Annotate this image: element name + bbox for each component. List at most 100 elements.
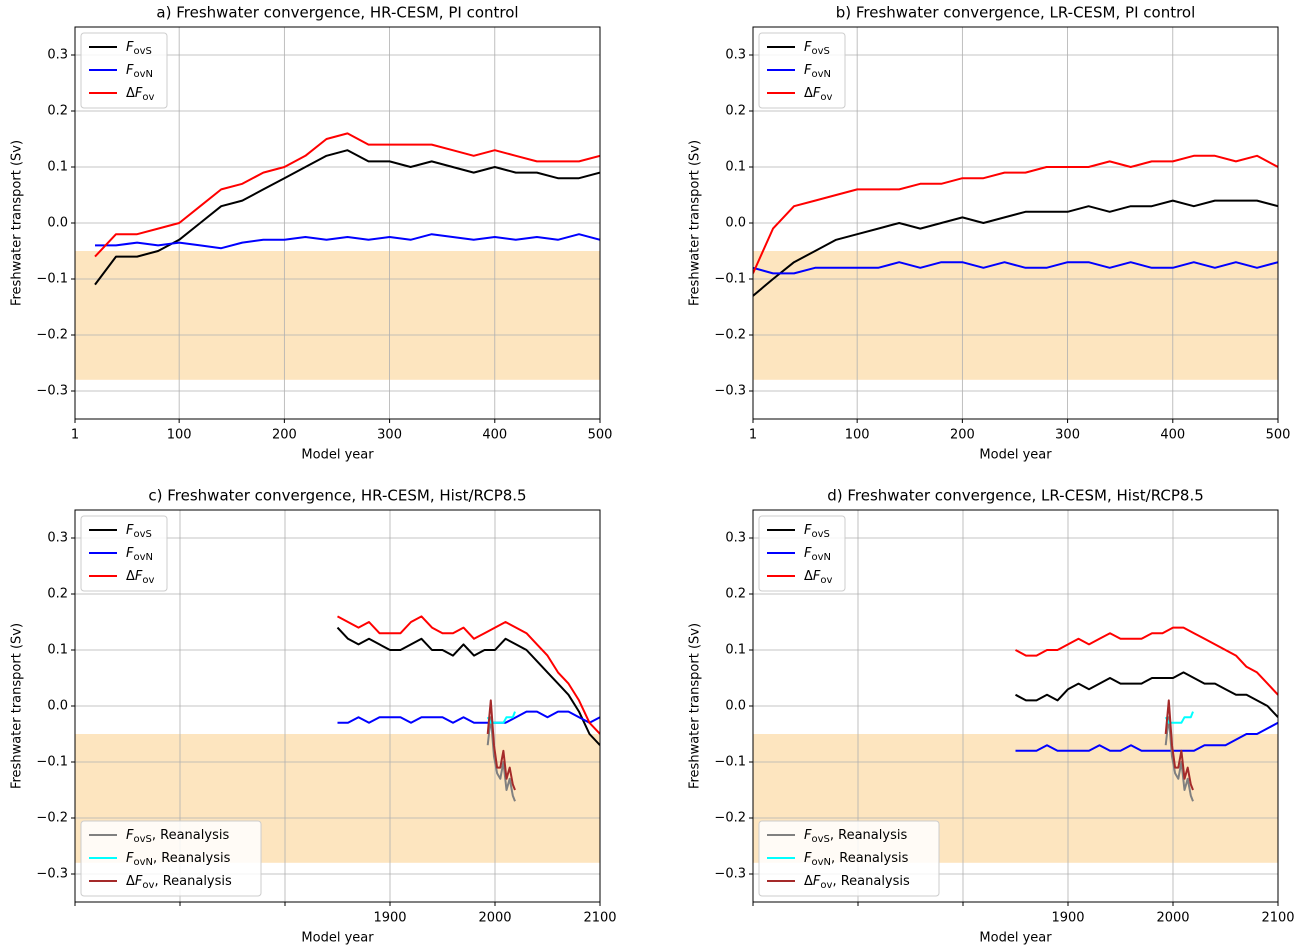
series-line (1015, 671, 1278, 718)
series-line (753, 261, 1278, 275)
y-axis-label: Freshwater transport (Sv) (10, 623, 25, 789)
y-tick-label: −0.2 (714, 811, 746, 826)
shaded-range (75, 251, 600, 380)
x-tick-label: 500 (1266, 428, 1291, 443)
chart-title: a) Freshwater convergence, HR-CESM, PI c… (156, 4, 518, 22)
x-tick-label: 1 (749, 428, 757, 443)
x-tick-label: 300 (377, 428, 402, 443)
x-tick-label: 100 (845, 428, 870, 443)
y-tick-label: 0.1 (47, 643, 68, 658)
y-tick-label: 0.3 (47, 531, 68, 546)
y-axis-label: Freshwater transport (Sv) (10, 140, 25, 306)
legend-label: FovS (126, 40, 152, 58)
legend-box (758, 820, 940, 897)
series-line (753, 199, 1278, 297)
x-tick-label: 1 (71, 428, 79, 443)
legend-label: ΔFov, Reanalysis (126, 874, 232, 892)
y-tick-label: −0.3 (714, 384, 746, 399)
legend: FovS FovN ΔFov (80, 515, 168, 592)
legend-label: FovS, Reanalysis (126, 828, 229, 846)
series-line (95, 233, 600, 250)
legend-label: FovN (126, 63, 153, 81)
series-line (1164, 699, 1194, 791)
y-tick-label: 0.3 (47, 48, 68, 63)
y-tick-label: 0.0 (725, 699, 746, 714)
x-tick-label: 400 (482, 428, 507, 443)
y-tick-label: 0.1 (725, 160, 746, 175)
y-tick-label: 0.0 (47, 216, 68, 231)
y-tick-label: −0.3 (36, 384, 68, 399)
y-tick-label: −0.2 (36, 811, 68, 826)
y-tick-label: 0.0 (47, 699, 68, 714)
x-tick-label: 300 (1055, 428, 1080, 443)
x-tick-label: 500 (588, 428, 613, 443)
series-line (1015, 721, 1278, 752)
x-tick-label: 1900 (373, 911, 406, 926)
legend-label: FovN (804, 546, 831, 564)
y-tick-label: −0.1 (714, 272, 746, 287)
legend-label: ΔFov, Reanalysis (804, 874, 910, 892)
legend-label: FovS (126, 523, 152, 541)
legend-label: ΔFov (804, 569, 833, 587)
y-tick-label: 0.3 (725, 531, 746, 546)
series-line (337, 615, 600, 735)
legend-label: ΔFov (126, 569, 155, 587)
legend-label: FovN, Reanalysis (126, 851, 231, 869)
y-tick-label: 0.2 (725, 104, 746, 119)
y-tick-label: −0.2 (36, 328, 68, 343)
legend-label: FovN (804, 63, 831, 81)
legend: FovS, Reanalysis FovN, Reanalysis ΔFov, Re… (80, 820, 262, 897)
panel: −0.3 −0.2 −0.1 0.0 0.1 0.2 0.3 1 100 200 300 400 500… (10, 4, 613, 463)
panel: −0.3 −0.2 −0.1 0.0 0.1 0.2 0.3 1 100 200 300 400 500… (688, 4, 1291, 463)
series-line (1015, 626, 1278, 696)
chart-title: c) Freshwater convergence, HR-CESM, Hist… (148, 487, 526, 505)
shaded-range (753, 251, 1278, 380)
axes-frame (74, 509, 601, 903)
y-tick-label: −0.1 (36, 272, 68, 287)
legend: FovS FovN ΔFov (80, 32, 168, 109)
series-line (94, 132, 600, 258)
chart-title: d) Freshwater convergence, LR-CESM, Hist… (827, 487, 1204, 505)
y-tick-label: 0.2 (47, 587, 68, 602)
x-tick-label: 2100 (583, 911, 616, 926)
y-tick-label: 0.1 (47, 160, 68, 175)
legend-label: FovN, Reanalysis (804, 851, 909, 869)
x-tick-label: 100 (167, 428, 192, 443)
chart-title: b) Freshwater convergence, LR-CESM, PI c… (836, 4, 1196, 22)
y-axis-label: Freshwater transport (Sv) (688, 140, 703, 306)
legend-box (80, 32, 168, 109)
y-tick-label: 0.0 (725, 216, 746, 231)
y-tick-label: −0.2 (714, 328, 746, 343)
legend-label: ΔFov (126, 86, 155, 104)
x-tick-label: 1900 (1051, 911, 1084, 926)
panel: −0.3 −0.2 −0.1 0.0 0.1 0.2 0.3 1900 2000 2100 d) F… (688, 487, 1295, 946)
y-tick-label: −0.3 (36, 867, 68, 882)
x-axis-label: Model year (979, 931, 1052, 946)
x-tick-label: 200 (950, 428, 975, 443)
axes-frame (752, 26, 1279, 420)
y-axis-label: Freshwater transport (Sv) (688, 623, 703, 789)
x-tick-label: 2000 (478, 911, 511, 926)
legend-box (758, 32, 846, 109)
y-tick-label: 0.2 (725, 587, 746, 602)
series-line (94, 149, 600, 286)
axes-frame (752, 509, 1279, 903)
y-tick-label: 0.2 (47, 104, 68, 119)
legend-label: FovS (804, 40, 830, 58)
x-tick-label: 400 (1160, 428, 1185, 443)
x-axis-label: Model year (979, 448, 1052, 463)
series-line (486, 699, 516, 791)
legend-box (758, 515, 846, 592)
legend: FovS, Reanalysis FovN, Reanalysis ΔFov, Re… (758, 820, 940, 897)
legend-box (80, 515, 168, 592)
y-tick-label: 0.1 (725, 643, 746, 658)
y-tick-label: −0.1 (36, 755, 68, 770)
panel: −0.3 −0.2 −0.1 0.0 0.1 0.2 0.3 1900 2000 2100 c) F… (10, 487, 617, 946)
series-line (753, 154, 1278, 274)
legend: FovS FovN ΔFov (758, 515, 846, 592)
x-axis-label: Model year (301, 448, 374, 463)
axes-frame (74, 26, 601, 420)
x-tick-label: 2100 (1261, 911, 1294, 926)
x-axis-label: Model year (301, 931, 374, 946)
